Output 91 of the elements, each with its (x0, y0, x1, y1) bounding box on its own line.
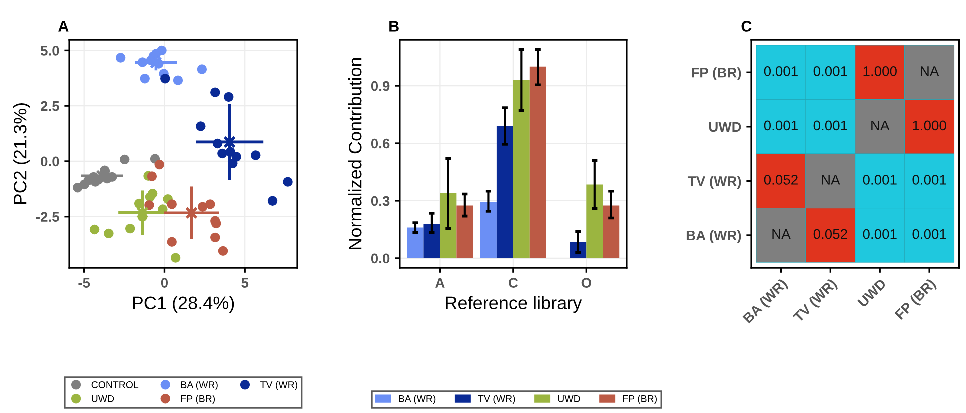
bar (456, 206, 474, 258)
legend-label: FP (BR) (181, 395, 216, 404)
point (140, 74, 150, 84)
data-label: 0.001 (814, 120, 848, 131)
point (120, 154, 130, 165)
x-axis-title: Reference library (446, 296, 582, 314)
y-tick-label: 2.5 (41, 101, 60, 112)
y-axis-title: PC2 (21.3%) (14, 103, 30, 204)
point (283, 177, 293, 187)
x-axis-title: PC1 (28.4%) (133, 296, 234, 314)
x-tick-label: 5 (242, 278, 249, 288)
data-label: 1.000 (864, 66, 897, 76)
x-tick-label: O (582, 278, 592, 288)
bar (603, 206, 620, 258)
x-tick-label: A (436, 278, 445, 288)
point (210, 88, 220, 98)
point (251, 150, 261, 160)
legend-label: TV (WR) (260, 381, 298, 390)
point (198, 202, 208, 212)
y-tick-label: 0.0 (371, 254, 390, 264)
y-tick-label: -2.5 (36, 212, 60, 222)
point (147, 172, 158, 182)
y-tick-label: UWD (709, 122, 742, 132)
point (104, 228, 114, 239)
bar (530, 66, 546, 258)
point (160, 74, 170, 84)
chart-title: A (58, 21, 69, 32)
text: NA (921, 66, 940, 76)
point (150, 56, 162, 70)
point (90, 224, 100, 235)
text: NA (872, 120, 890, 130)
point (218, 148, 228, 159)
point (224, 92, 234, 102)
chart-title: B (390, 21, 399, 32)
data-label: 1.000 (913, 120, 946, 131)
y-tick-label: 0.9 (371, 81, 390, 92)
text: NA (772, 230, 791, 240)
bar (440, 193, 457, 258)
chart-title: C (742, 21, 752, 32)
x-tick-label: C (508, 278, 518, 288)
point (145, 192, 156, 202)
data-label: 0.001 (912, 175, 946, 185)
point (167, 200, 177, 210)
point (185, 206, 198, 220)
point (144, 200, 154, 210)
point (154, 160, 164, 170)
bar (496, 126, 514, 258)
data-label: 0.001 (863, 175, 897, 185)
y-tick-label: 0.0 (41, 156, 60, 167)
point (224, 136, 236, 148)
data-label: 0.001 (863, 229, 897, 240)
point (167, 237, 177, 247)
point (210, 232, 220, 243)
data-label: 0.001 (814, 66, 848, 76)
point (116, 53, 126, 63)
data-label: 0.001 (764, 66, 798, 76)
point (170, 253, 181, 263)
legend-label: UWD (92, 396, 114, 402)
y-tick-label: FP (BR) (692, 68, 742, 81)
point (206, 200, 216, 210)
legend-label: BA (WR) (399, 395, 436, 404)
x-tick-label: -5 (78, 278, 90, 288)
legend-label: CONTROL (92, 382, 139, 388)
point (125, 224, 136, 234)
bar (407, 228, 424, 258)
data-label: 0.052 (814, 229, 848, 240)
bar (480, 202, 497, 258)
point (218, 246, 228, 256)
y-tick-label: BA (WR) (686, 230, 742, 244)
point (173, 76, 184, 86)
bar (586, 184, 604, 258)
text: NA (822, 175, 840, 185)
legend-label: BA (WR) (181, 381, 218, 390)
bar (424, 224, 440, 258)
legend-label: TV (WR) (478, 395, 516, 404)
y-axis-title: Normalized Contribution (348, 58, 362, 250)
legend-label: FP (BR) (623, 395, 657, 404)
x-tick-label: 0 (161, 278, 168, 288)
y-tick-label: 0.3 (371, 196, 390, 206)
y-tick-label: TV (WR) (688, 176, 742, 190)
data-label: 0.001 (912, 229, 946, 240)
data-label: 0.001 (764, 120, 798, 131)
point (136, 206, 149, 220)
legend-label: UWD (558, 396, 580, 402)
point (196, 122, 206, 132)
point (268, 196, 278, 206)
y-tick-label: 5.0 (40, 46, 60, 56)
point (197, 64, 208, 74)
data-label: 0.052 (764, 175, 798, 185)
bar (513, 80, 530, 258)
y-tick-label: 0.6 (371, 138, 390, 149)
